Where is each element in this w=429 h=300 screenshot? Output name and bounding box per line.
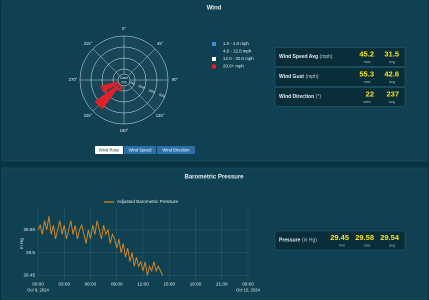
x-tick-label: 00:00 (242, 282, 254, 287)
rose-angle-label: 135° (156, 113, 165, 118)
y-tick-label: 29.55 (24, 227, 36, 232)
stat-sublabel: avg (389, 80, 395, 84)
legend-swatch (212, 42, 216, 46)
stat-sublabel: max (364, 243, 371, 247)
x-tick-label: 03:00 (59, 282, 71, 287)
stat-value: 237 (386, 89, 399, 98)
stat-label: Wind Direction (°) (279, 94, 321, 100)
stat-value: 42.6 (384, 69, 399, 78)
rose-ring-label: 10% (128, 80, 136, 86)
rose-spoke (123, 79, 156, 112)
stat-value: 29.58 (355, 233, 374, 242)
rose-segment (100, 80, 123, 93)
stat-unit: (mph) (305, 74, 318, 80)
stat-sublabel: max (364, 60, 371, 64)
x-tick-label: 09:00 (111, 282, 123, 287)
stat-sublabel: avg (389, 243, 395, 247)
stat-value: 29.54 (380, 233, 400, 242)
y-tick-label: 29.45 (24, 273, 36, 278)
rose-segment (94, 82, 122, 110)
rose-calm-label: Calm (120, 76, 128, 80)
legend-swatch (212, 57, 216, 61)
legend-swatch (212, 49, 216, 54)
x-tick-label: 21:00 (216, 282, 228, 287)
rose-angle-label: 180° (120, 128, 129, 133)
y-tick-label: 29.5 (26, 250, 35, 255)
rose-angle-label: 270° (69, 77, 78, 82)
y-axis-label: in Hg (19, 238, 24, 249)
rose-angle-label: 90° (172, 77, 179, 82)
x-tick-label: 06:00 (85, 282, 97, 287)
stat-box (274, 67, 406, 87)
rose-angle-label: 0° (122, 26, 126, 31)
tab-button-label[interactable]: Wind Direction (162, 147, 190, 152)
legend-label: 4.0 - 12.0 mph (223, 49, 252, 54)
stat-name: Pressure (279, 238, 301, 244)
x-tick-date: Oct 10, 2024 (236, 288, 261, 293)
stat-unit: (in Hg) (302, 238, 317, 244)
rose-angle-label: 225° (84, 113, 93, 118)
line-series (37, 216, 164, 276)
stat-box (274, 87, 406, 107)
stat-label: Wind Gust (mph) (279, 74, 319, 80)
legend-label: 1.0 - 4.0 mph (223, 41, 249, 46)
rose-calm (117, 73, 131, 87)
stat-sublabel: avg (389, 100, 395, 104)
rose-ring-label: 40% (158, 92, 166, 98)
stat-value: 45.2 (359, 49, 374, 58)
stat-unit: (°) (316, 94, 322, 100)
stat-value: 55.3 (359, 69, 374, 78)
tab-button[interactable] (124, 146, 156, 154)
rose-angle-label: 45° (157, 41, 164, 46)
x-tick-label: 15:00 (164, 282, 176, 287)
stat-sublabel: min (339, 243, 345, 247)
rose-angle-label: 315° (84, 41, 93, 46)
x-tick-label: 12:00 (137, 282, 149, 287)
stat-name: Wind Gust (279, 74, 304, 80)
rose-calm-value: 0% (121, 80, 127, 84)
legend-label: 20.0+ mph (223, 64, 244, 69)
stat-label: Pressure (in Hg) (279, 238, 317, 244)
rose-ring-label: 20% (138, 84, 146, 90)
stat-box (274, 47, 406, 67)
stat-sublabel: avg (389, 60, 395, 64)
stat-name: Wind Direction (279, 94, 314, 100)
tab-button-label[interactable]: Wind Rose (99, 147, 120, 152)
stat-sublabel: sdev (363, 100, 371, 104)
legend-label: 12.0 - 20.0 mph (223, 56, 254, 61)
rose-ring-label: 30% (148, 88, 156, 94)
x-tick-date: Oct 9, 2024 (27, 288, 49, 293)
panel-title: Barometric Pressure (184, 175, 244, 181)
stat-value: 31.5 (384, 49, 399, 58)
stat-name: Wind Speed Avg (279, 54, 318, 60)
stat-box (274, 230, 406, 251)
rose-spoke (92, 48, 125, 81)
tab-button[interactable] (157, 146, 195, 154)
legend-label: Adjusted Barometric Pressure (117, 199, 178, 204)
x-tick-label: 18:00 (190, 282, 202, 287)
panel-title: Wind (207, 6, 222, 12)
legend-swatch (212, 64, 216, 69)
stat-value: 22 (366, 89, 374, 98)
stat-value: 29.45 (330, 233, 349, 242)
tab-button[interactable] (95, 146, 123, 154)
tab-button-label[interactable]: Wind Speed (129, 147, 152, 152)
rose-spoke (123, 48, 156, 81)
stat-label: Wind Speed Avg (mph) (279, 54, 333, 60)
stat-sublabel: max (364, 80, 371, 84)
x-tick-label: 00:00 (32, 282, 44, 287)
stat-unit: (mph) (320, 54, 333, 60)
